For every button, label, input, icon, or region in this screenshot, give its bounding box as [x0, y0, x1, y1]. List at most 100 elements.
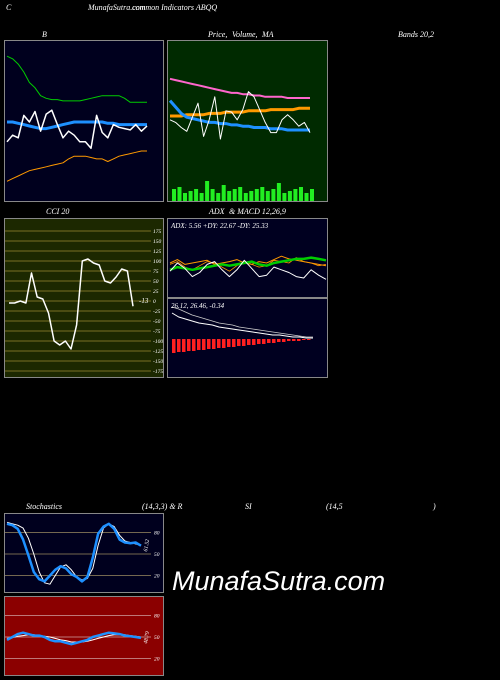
cci-tick-label: 100: [153, 259, 162, 265]
volume-bar: [299, 187, 303, 201]
macd-histogram-bar: [177, 339, 181, 352]
macd-histogram-bar: [232, 339, 236, 347]
macd-histogram-bar: [247, 339, 251, 345]
volume-bar: [254, 189, 259, 201]
macd-signal-line: [171, 306, 313, 338]
stoch-tick-label: 50: [154, 552, 160, 558]
macd-histogram-bar: [287, 339, 291, 341]
rsi-params-label: (14,5: [326, 502, 343, 511]
rsi-close-paren: ): [433, 502, 436, 511]
cci-tick-label: -175: [153, 369, 163, 375]
volume-bar: [199, 193, 204, 201]
macd-panel: 26.12, 26.46, -0.34: [167, 298, 328, 378]
adx-white-line: [169, 259, 327, 280]
macd-histogram-bar: [242, 339, 246, 346]
rsi-label: SI: [245, 502, 252, 511]
volume-label: Volume,: [232, 30, 258, 39]
macd-line: [171, 312, 313, 339]
macd-histogram-bar: [217, 339, 221, 348]
volume-bar: [194, 189, 199, 201]
volume-bar: [183, 193, 187, 201]
rsi-main-line: [6, 631, 142, 646]
ma-pink-line: [169, 77, 310, 99]
macd-histogram-bar: [192, 339, 196, 351]
cci-value-label: -13: [139, 297, 149, 305]
stoch-params-label: (14,3,3) & R: [142, 502, 183, 511]
macd-histogram-bar: [272, 339, 276, 343]
cci-label: CCI 20: [46, 207, 70, 216]
adx-panel: ADX: 5.56 +DY: 22.67 -DY: 25.33: [167, 218, 328, 298]
adx-green-line: [169, 256, 327, 272]
volume-bar: [210, 189, 215, 201]
macd-label: & MACD 12,26,9: [229, 207, 286, 216]
macd-histogram-bar: [277, 339, 281, 342]
macd-histogram-bar: [237, 339, 241, 346]
macd-values-label: 26.12, 26.46, -0.34: [171, 302, 225, 310]
cci-tick-label: 0: [153, 299, 156, 305]
adx-values-label: ADX: 5.56 +DY: 22.67 -DY: 25.33: [170, 222, 269, 230]
bb-lower-line: [6, 150, 147, 182]
macd-histogram-bar: [282, 339, 286, 342]
bb-label: B: [42, 30, 47, 39]
cci-line: [9, 258, 134, 350]
rsi-tick-label: 80: [154, 613, 160, 619]
bb-upper-line: [6, 55, 147, 103]
volume-bar: [287, 191, 292, 201]
stoch-main-line: [6, 522, 142, 583]
macd-histogram-bar: [257, 339, 261, 344]
macd-histogram-bar: [292, 339, 296, 341]
cci-panel: 175 150 125 100 75 50 25 0 -25 -50 -75 -100 -125 -150…: [4, 218, 164, 378]
cci-tick-label: -50: [153, 319, 161, 325]
site-title: MunafaSutra.com: [88, 3, 146, 12]
volume-bar: [293, 189, 298, 201]
cci-tick-label: -100: [153, 339, 163, 345]
stoch-tick-label: 80: [154, 530, 160, 536]
ma-label: MA: [262, 30, 274, 39]
macd-histogram-bar: [227, 339, 231, 347]
volume-bar: [172, 189, 176, 201]
volume-bar: [227, 191, 232, 201]
stoch-signal-line: [6, 521, 142, 585]
stoch-label: Stochastics: [26, 502, 62, 511]
stoch-tick-label: 20: [154, 574, 160, 580]
volume-bar: [188, 191, 193, 201]
volume-bar: [243, 193, 248, 201]
stochastics-panel: 80 50 20 61.52: [4, 513, 164, 593]
volume-bar: [249, 191, 254, 201]
cci-tick-label: 50: [153, 279, 159, 285]
volume-bar: [310, 189, 314, 201]
cci-tick-label: 125: [153, 249, 162, 255]
volume-bar: [238, 187, 243, 201]
macd-histogram-bar: [207, 339, 211, 349]
macd-histogram-bar: [202, 339, 206, 350]
volume-bar: [265, 191, 270, 201]
volume-bar: [304, 193, 309, 201]
volume-bar: [216, 193, 221, 201]
macd-histogram-bar: [297, 339, 301, 341]
macd-histogram-bar: [197, 339, 201, 350]
cci-tick-label: -75: [153, 329, 161, 335]
chart-title-overlay: common Indicators ABQQ: [132, 3, 218, 12]
volume-bar: [205, 181, 210, 201]
volume-bar: [271, 189, 276, 201]
volume-bar: [282, 193, 287, 201]
adx-label: ADX: [209, 207, 225, 216]
bands-label: Bands 20,2: [398, 30, 434, 39]
rsi-panel: 80 50 20 48.79: [4, 596, 164, 676]
macd-histogram-bar: [182, 339, 186, 352]
macd-histogram-bar: [252, 339, 256, 345]
macd-histogram-bar: [267, 339, 271, 343]
macd-histogram-bar: [307, 339, 311, 340]
volume-bar: [260, 187, 265, 201]
macd-histogram-bar: [212, 339, 216, 349]
stoch-value-label: 61.52: [143, 539, 151, 552]
cci-tick-label: -125: [153, 349, 163, 355]
macd-histogram-bar: [187, 339, 191, 351]
price-label: Price,: [208, 30, 228, 39]
rsi-signal-line: [6, 634, 142, 643]
bb-middle-line: [7, 120, 147, 131]
price-line: [169, 91, 311, 140]
rsi-value-label: 48.79: [142, 631, 151, 645]
macd-histogram-bar: [172, 339, 176, 353]
bollinger-panel: [4, 40, 164, 202]
